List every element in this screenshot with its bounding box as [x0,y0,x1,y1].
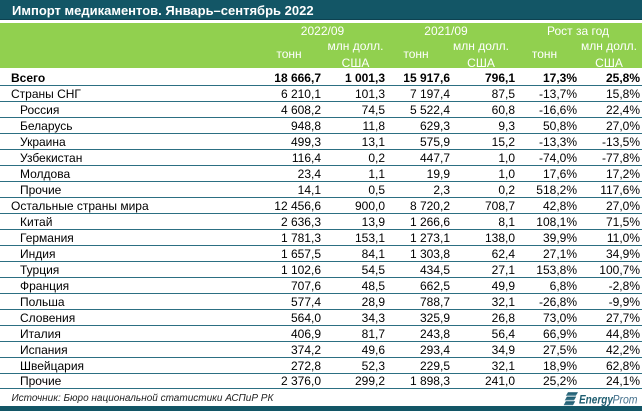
svg-text:Prom: Prom [613,394,638,406]
svg-text:Energy: Energy [579,394,614,406]
